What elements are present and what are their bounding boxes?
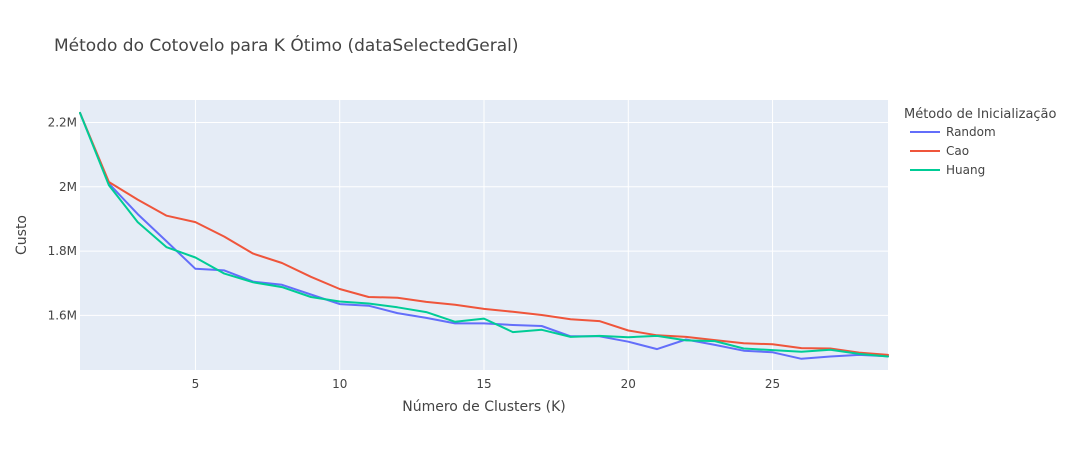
series-line-cao[interactable] [79,111,889,356]
legend-item-cao[interactable]: Cao [910,144,969,158]
y-axis-title: Custo [14,215,30,255]
y-tick-label: 2M [59,180,77,194]
y-tick-label: 1.8M [48,244,77,258]
grid [80,100,888,370]
y-tick-label: 1.6M [48,308,77,322]
legend-item-huang[interactable]: Huang [910,163,985,177]
y-axis-ticks: 1.6M 1.8M 2M 2.2M [48,116,77,323]
legend-label-random: Random [946,125,996,139]
x-tick-label: 25 [765,377,780,391]
legend-item-random[interactable]: Random [910,125,996,139]
y-tick-label: 2.2M [48,116,77,130]
x-tick-label: 15 [476,377,491,391]
legend-label-cao: Cao [946,144,969,158]
series-lines [79,111,889,360]
series-line-random[interactable] [79,111,889,360]
x-tick-label: 10 [332,377,347,391]
legend-label-huang: Huang [946,163,985,177]
x-tick-label: 20 [621,377,636,391]
legend-title: Método de Inicialização [904,107,1057,122]
series-line-huang[interactable] [79,111,889,358]
chart-title: Método do Cotovelo para K Ótimo (dataSel… [54,34,519,56]
x-tick-label: 5 [192,377,200,391]
x-axis-title: Número de Clusters (K) [402,399,566,415]
legend: Método de Inicialização Random Cao Huang [904,107,1057,177]
x-axis-ticks: 5 10 15 20 25 [192,377,781,391]
